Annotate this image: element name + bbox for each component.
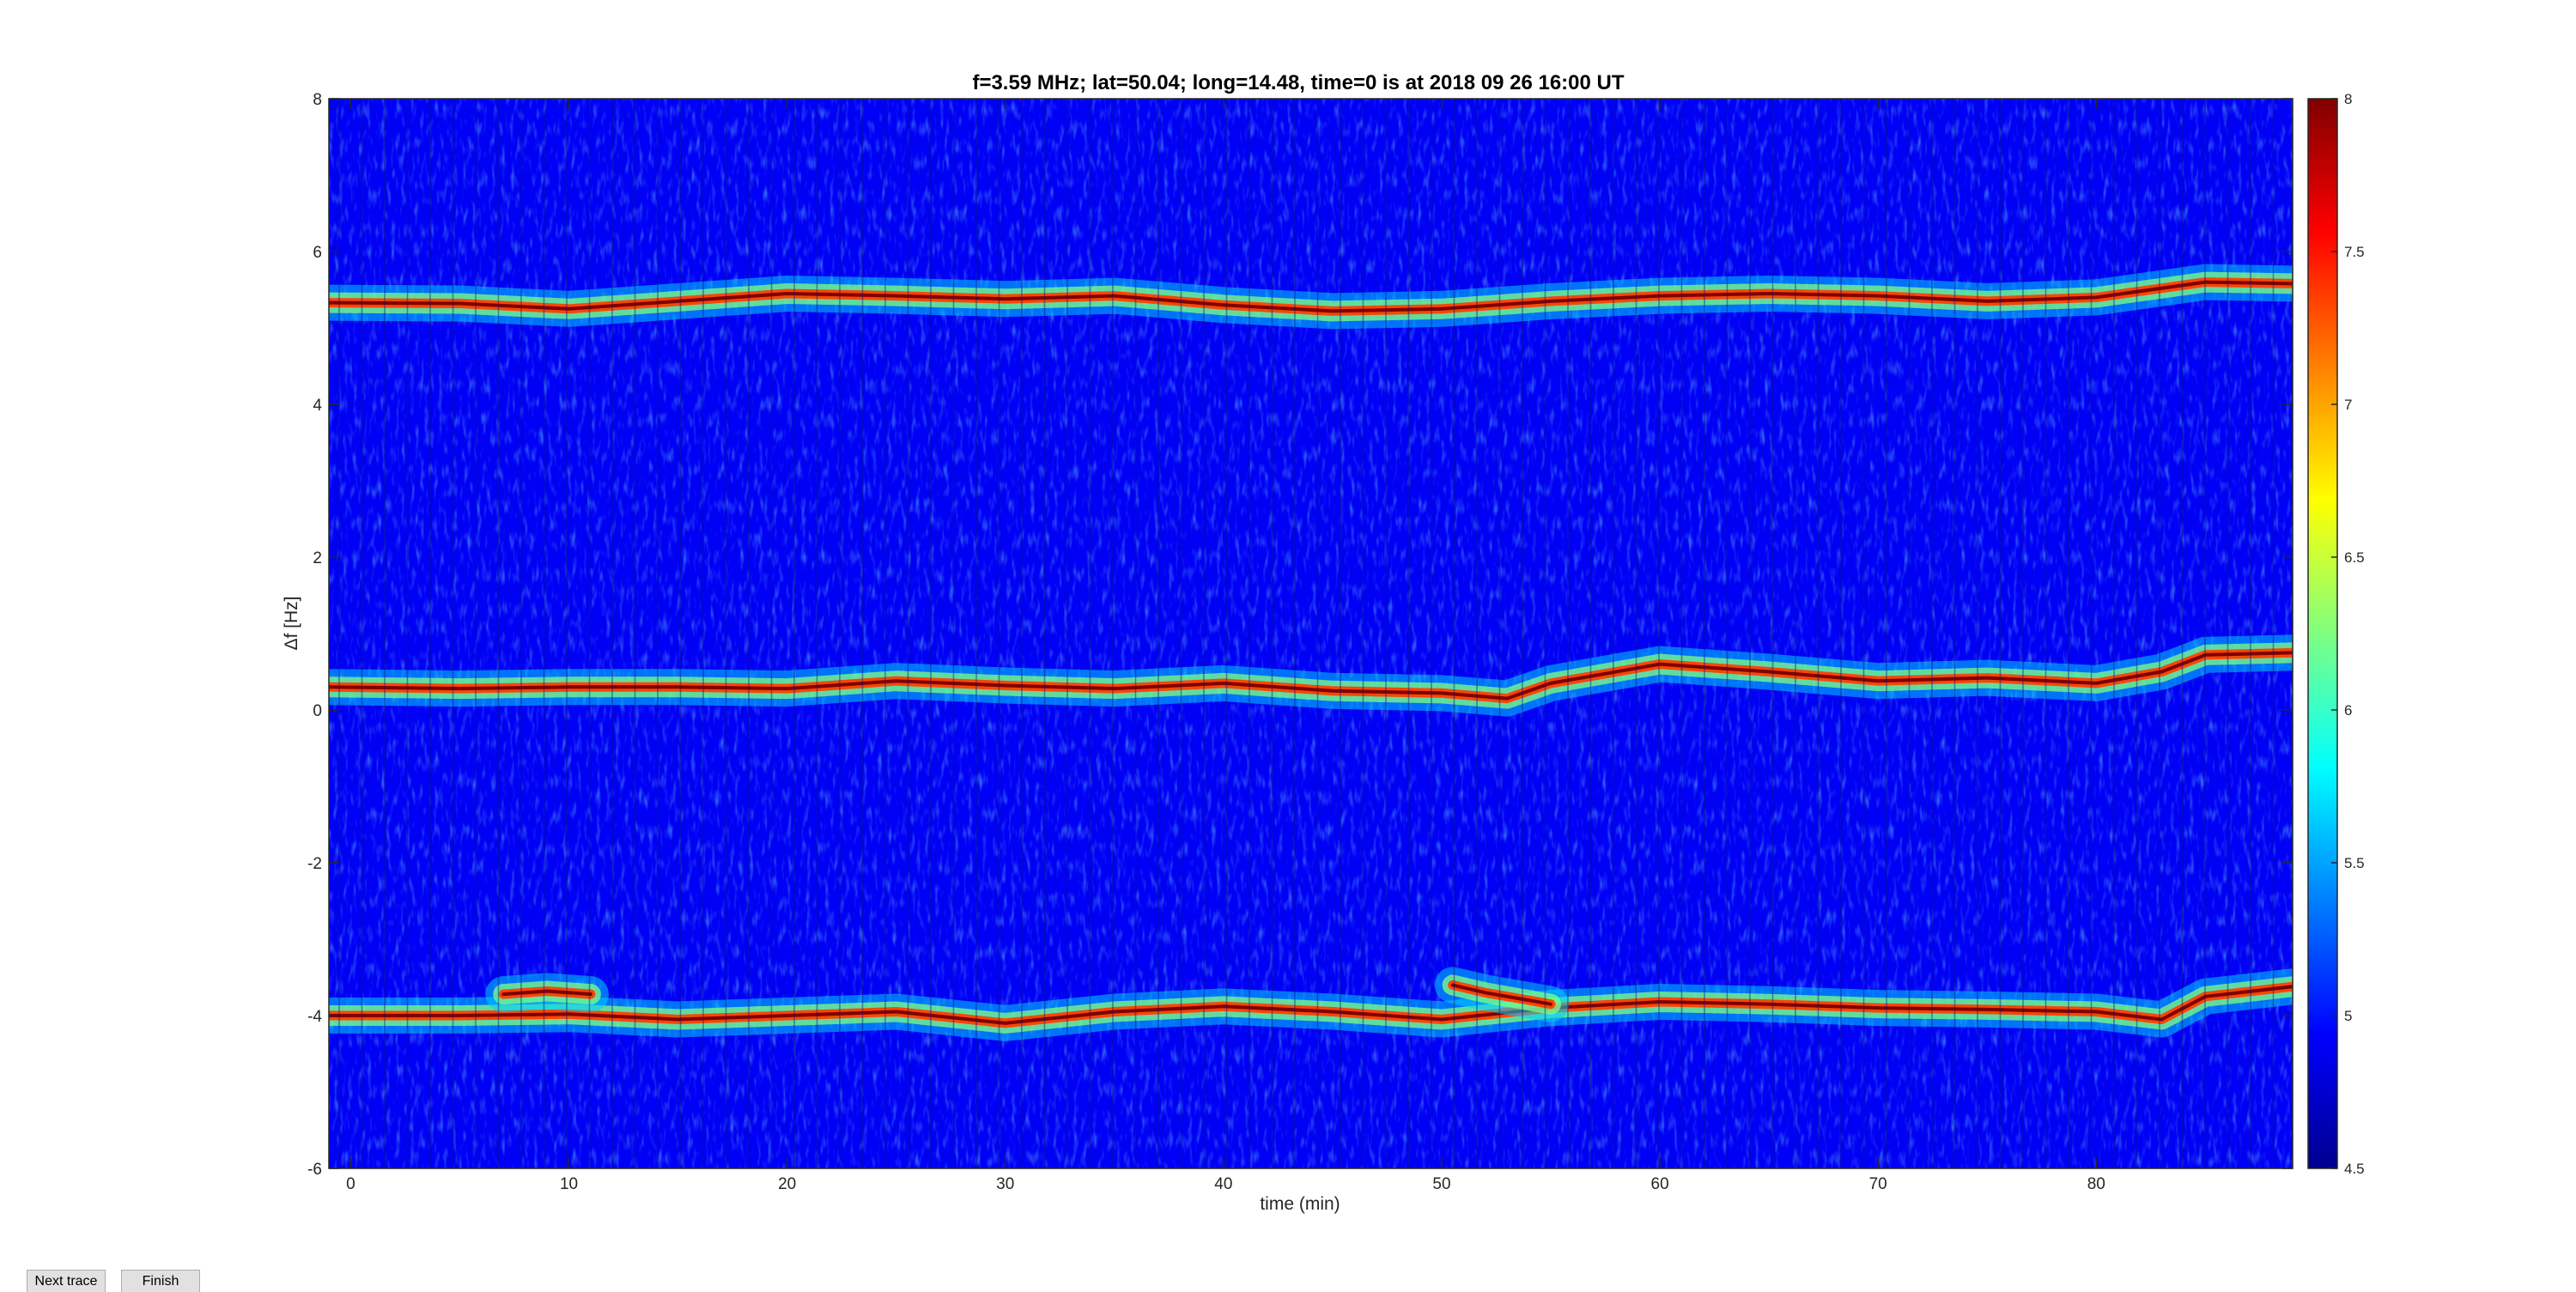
- x-tick-label: 80: [2087, 1175, 2105, 1193]
- colorbar-ticks: 8 7.5 7 6.5 6 5.5 5 4.5: [2331, 91, 2365, 1177]
- trace-1-band-3: [329, 651, 2293, 701]
- colorbar-tick-label: 4.5: [2344, 1161, 2365, 1177]
- y-axis-label: Δf [Hz]: [282, 596, 301, 650]
- trace-0-band-3: [329, 280, 2293, 313]
- segment-stripes: [338, 99, 2275, 1168]
- x-tick-label: 10: [560, 1175, 578, 1193]
- x-axis: 0 10 20 30 40 50 60 70 80: [346, 99, 2105, 1193]
- y-axis: 8 6 4 2 0 -2 -4 -6: [307, 91, 2293, 1179]
- colorbar-tick-label: 6: [2344, 702, 2352, 719]
- x-tick-label: 20: [778, 1175, 796, 1193]
- colorbar-tick-label: 5: [2344, 1008, 2352, 1024]
- noise-texture-rect: [329, 99, 2293, 1168]
- y-tick-label: 0: [313, 702, 322, 720]
- y-tick-label: -2: [307, 855, 322, 873]
- chart-title: f=3.59 MHz; lat=50.04; long=14.48, time=…: [972, 71, 1624, 94]
- colorbar-tick-label: 8: [2344, 91, 2352, 107]
- trace-bands: [329, 264, 2293, 1041]
- plot-frame: [328, 98, 2293, 1169]
- y-tick-label: 8: [313, 91, 322, 109]
- y-tick-label: -6: [307, 1161, 322, 1179]
- plot-area: [328, 98, 2293, 1169]
- x-axis-label: time (min): [1260, 1194, 1340, 1214]
- x-tick-label: 50: [1432, 1175, 1450, 1193]
- x-tick-label: 0: [346, 1175, 355, 1193]
- y-tick-label: 6: [313, 244, 322, 262]
- trace-4-band-3: [1450, 983, 1552, 1006]
- x-tick-label: 40: [1214, 1175, 1232, 1193]
- x-tick-label: 70: [1869, 1175, 1887, 1193]
- colorbar-gradient: [2307, 98, 2338, 1169]
- colorbar: 8 7.5 7 6.5 6 5.5 5 4.5: [2307, 91, 2365, 1177]
- noise-texture: [329, 99, 2293, 1168]
- y-tick-label: 2: [313, 549, 322, 567]
- trace-3-band-3: [501, 989, 592, 997]
- finish-button[interactable]: Finish: [121, 1270, 200, 1292]
- y-tick-label: -4: [307, 1008, 322, 1026]
- colorbar-tick-label: 6.5: [2344, 549, 2365, 566]
- x-tick-label: 30: [996, 1175, 1014, 1193]
- colorbar-tick-label: 5.5: [2344, 855, 2365, 871]
- trace-2-band-3: [329, 985, 2293, 1025]
- colorbar-tick-label: 7: [2344, 397, 2352, 413]
- colorbar-tick-label: 7.5: [2344, 244, 2365, 260]
- x-tick-label: 60: [1651, 1175, 1669, 1193]
- y-tick-label: 4: [313, 397, 322, 415]
- next-trace-button[interactable]: Next trace: [27, 1270, 106, 1292]
